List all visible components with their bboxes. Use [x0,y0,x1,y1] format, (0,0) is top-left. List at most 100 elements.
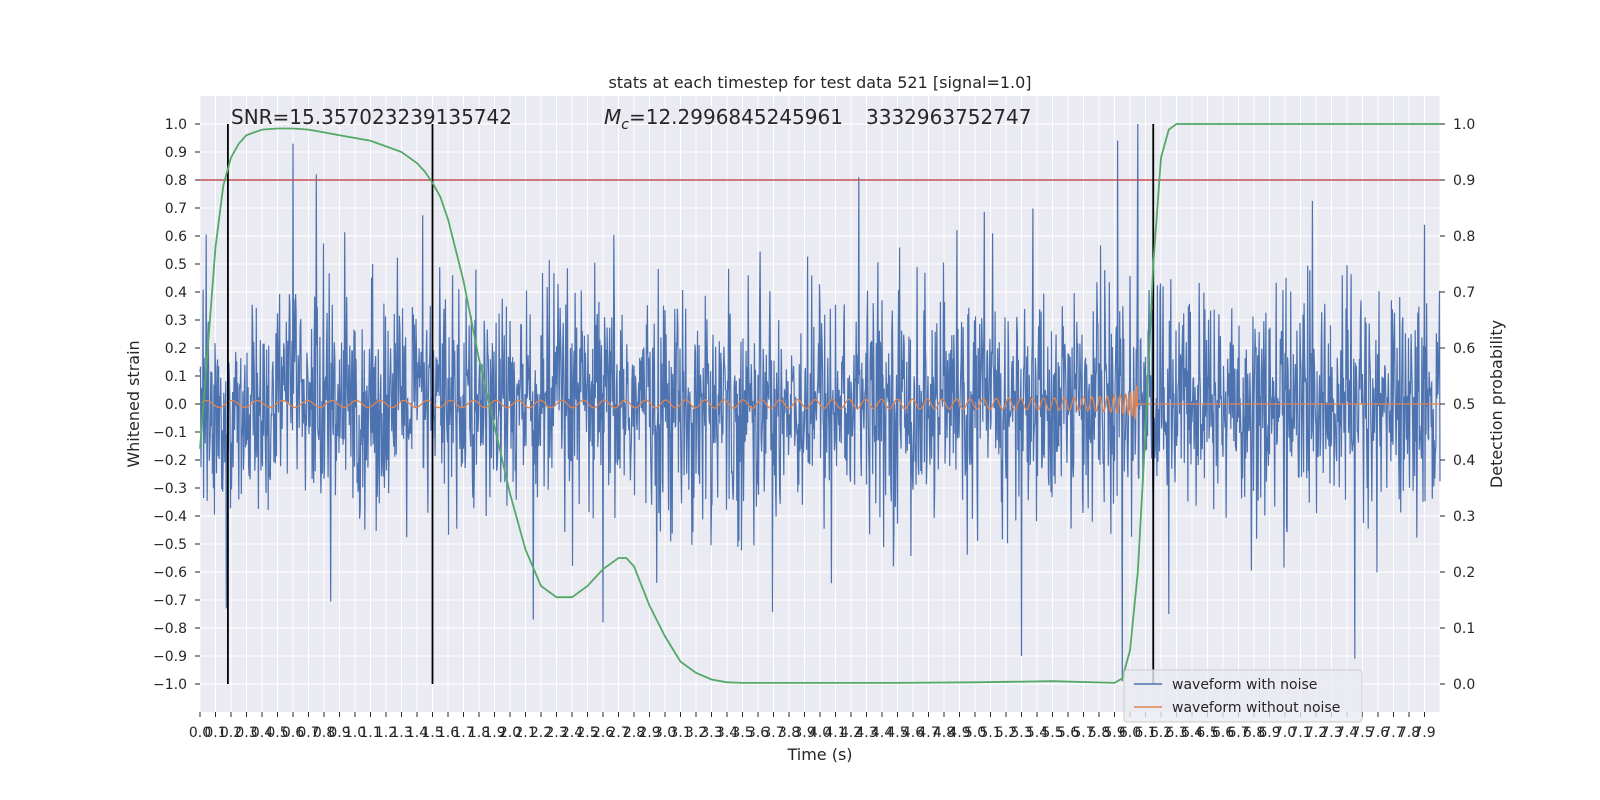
x-tick-label: 1.1 [359,725,381,741]
x-tick-label: 1.0 [344,725,366,741]
y-tick-label-left: 0.5 [165,257,187,273]
y-tick-label-left: 0.0 [165,397,187,413]
x-tick-label: 3.9 [793,725,815,741]
waveform-without-noise-line [201,385,1440,420]
chirp-mass-symbol: M [604,105,621,129]
y-tick-label-left: 0.2 [165,341,187,357]
y-tick-label-left: −0.8 [153,621,187,637]
x-tick-label: 6.4 [1181,725,1203,741]
y-ticks-right: 1.0 0.9 0.8 0.7 0.6 0.5 0.4 0.3 0.2 0.1 0.0 [1440,117,1475,693]
x-tick-label: 5.0 [964,725,986,741]
y-tick-label-left: 0.7 [165,201,187,217]
y-ticks-left: 1.0 0.9 0.8 0.7 0.6 0.5 0.4 0.3 0.2 0.1 0.0 −0.1 −0.… [153,117,200,693]
y-tick-label-left: −1.0 [153,677,187,693]
x-tick-label: 7.2 [1305,725,1327,741]
x-tick-label: 6.2 [1150,725,1172,741]
x-tick-label: 4.2 [840,725,862,741]
x-tick-label: 4.6 [902,725,924,741]
x-tick-label: 5.5 [1041,725,1063,741]
x-tick-label: 5.4 [1026,725,1048,741]
y-tick-label-right: 0.2 [1453,565,1475,581]
x-tick-label: 6.3 [1165,725,1187,741]
y-tick-label-left: −0.1 [153,425,187,441]
y-tick-label-left: 1.0 [165,117,187,133]
x-tick-label: 3.0 [654,725,676,741]
x-tick-label: 5.9 [1103,725,1125,741]
x-tick-label: 6.9 [1258,725,1280,741]
x-axis-label: Time (s) [786,745,852,764]
series-detection-probability [199,123,1440,684]
x-tick-label: 1.7 [452,725,474,741]
chirp-mass-overlap-text: 3332963752747 [866,105,1031,129]
x-tick-label: 3.2 [685,725,707,741]
y-tick-label-left: 0.6 [165,229,187,245]
y-tick-label-left: −0.6 [153,565,187,581]
x-tick-label: 3.6 [747,725,769,741]
y-tick-label-right: 0.9 [1453,173,1475,189]
snr-annotation: SNR=15.357023239135742 [231,105,512,129]
x-tick-label: 0.3 [235,725,257,741]
legend-label-noise: waveform with noise [1172,677,1317,693]
y-axis-label-right: Detection probability [1487,320,1506,488]
y-tick-label-left: −0.9 [153,649,187,665]
legend: waveform with noise waveform without noi… [1123,669,1363,723]
x-tick-label: 3.1 [669,725,691,741]
chart-title: stats at each timestep for test data 521… [608,73,1031,92]
y-tick-label-right: 0.3 [1453,509,1475,525]
x-tick-label: 3.8 [778,725,800,741]
legend-box [1123,669,1363,723]
x-tick-label: 5.1 [979,725,1001,741]
chirp-mass-value: =12.2996845245961 [629,105,843,129]
x-tick-label: 4.9 [948,725,970,741]
x-tick-label: 0.1 [204,725,226,741]
x-tick-label: 1.2 [375,725,397,741]
y-tick-label-left: −0.7 [153,593,187,609]
x-tick-label: 7.4 [1336,725,1358,741]
x-tick-label: 2.8 [623,725,645,741]
y-tick-label-right: 0.0 [1453,677,1475,693]
x-tick-label: 3.7 [762,725,784,741]
x-tick-label: 1.8 [468,725,490,741]
x-tick-label: 2.2 [530,725,552,741]
x-tick-label: 5.6 [1057,725,1079,741]
x-tick-label: 7.8 [1398,725,1420,741]
y-tick-label-right: 0.4 [1453,453,1475,469]
x-tick-label: 2.0 [499,725,521,741]
chirp-mass-annotation: Mc=12.2996845245961 [604,105,843,133]
x-tick-label: 0.8 [313,725,335,741]
x-tick-label: 6.7 [1227,725,1249,741]
x-tick-label: 2.6 [592,725,614,741]
x-tick-label: 4.7 [917,725,939,741]
y-tick-label-left: −0.5 [153,537,187,553]
series-waveform-with-noise [199,123,1441,682]
x-tick-label: 5.8 [1088,725,1110,741]
y-axis-label-left: Whitened strain [124,340,143,467]
x-tick-label: 7.1 [1289,725,1311,741]
legend-label-clean: waveform without noise [1172,700,1340,716]
x-tick-label: 2.3 [545,725,567,741]
x-ticks: 0.00.10.20.30.40.50.60.70.80.91.01.11.21… [189,712,1436,741]
x-tick-label: 3.3 [700,725,722,741]
series-waveform-without-noise [201,385,1440,420]
y-tick-label-left: 0.3 [165,313,187,329]
y-tick-label-left: −0.2 [153,453,187,469]
x-tick-label: 0.7 [297,725,319,741]
x-tick-label: 4.0 [809,725,831,741]
x-tick-label: 2.1 [514,725,536,741]
x-tick-label: 6.5 [1196,725,1218,741]
x-tick-label: 4.5 [886,725,908,741]
y-tick-label-right: 1.0 [1453,117,1475,133]
x-tick-label: 3.4 [716,725,738,741]
y-tick-label-right: 0.7 [1453,285,1475,301]
x-tick-label: 7.5 [1351,725,1373,741]
x-tick-label: 1.4 [406,725,428,741]
y-tick-label-right: 0.5 [1453,397,1475,413]
y-tick-label-right: 0.8 [1453,229,1475,245]
x-tick-label: 6.8 [1243,725,1265,741]
x-tick-label: 7.6 [1367,725,1389,741]
x-tick-label: 5.7 [1072,725,1094,741]
x-tick-label: 5.2 [995,725,1017,741]
x-tick-label: 0.4 [251,725,273,741]
marker-lines [226,124,1155,684]
